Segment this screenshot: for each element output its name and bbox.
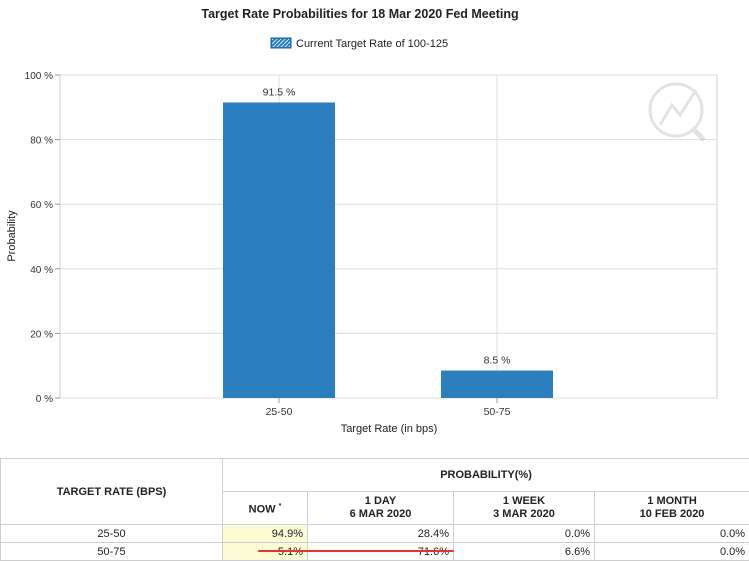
bar-chart: Target Rate Probabilities for 18 Mar 202… (6, 7, 718, 435)
target-rate-header: TARGET RATE (BPS) (0, 458, 223, 525)
probability-cell: 0.0% (593, 542, 749, 561)
y-tick-label: 40 % (30, 265, 53, 276)
column-header-line2: 6 MAR 2020 (349, 508, 412, 520)
rate-cell: 25-50 (0, 524, 223, 543)
y-tick-label: 20 % (30, 329, 53, 340)
probability-cell: 28.4% (307, 524, 454, 543)
gridlines (60, 74, 717, 399)
y-tick-label: 80 % (30, 136, 53, 147)
probability-table: TARGET RATE (BPS) PROBABILITY(%) NOW * 1 … (0, 458, 749, 561)
table-row: 50-755.1%71.6%6.6%0.0% (0, 542, 749, 561)
probability-table-area: TARGET RATE (BPS) PROBABILITY(%) NOW * 1 … (0, 458, 749, 562)
bar (441, 370, 553, 398)
column-header-line1: 1 DAY (364, 495, 397, 507)
chart-title: Target Rate Probabilities for 18 Mar 202… (201, 7, 518, 21)
table-row: 25-50 94.9% 28.4% 0.0% 0.0% (0, 524, 749, 543)
x-axis-ticks: 25-50 50-75 (266, 398, 511, 418)
column-header: 1 DAY 6 MAR 2020 (307, 491, 454, 525)
red-annotation-underline (258, 550, 454, 552)
column-header: 1 WEEK 3 MAR 2020 (453, 491, 595, 525)
legend-swatch-pattern (272, 39, 290, 47)
column-header-line2: 3 MAR 2020 (493, 508, 555, 520)
probability-cell: 6.6% (453, 542, 595, 561)
column-header-line2: 10 FEB 2020 (639, 508, 705, 520)
y-tick-label: 0 % (36, 394, 53, 405)
column-header: NOW * (222, 491, 308, 525)
y-axis-ticks: 0 % 20 % 40 % 60 % 80 % 100 % (25, 71, 60, 405)
column-header-footnote: * (278, 502, 282, 510)
bar-value-label: 91.5 % (263, 86, 296, 98)
chart-area: Target Rate Probabilities for 18 Mar 202… (6, 7, 718, 435)
bars: 91.5 % 8.5 % (223, 86, 553, 398)
bar-value-label: 8.5 % (484, 355, 511, 367)
column-header: 1 MONTH 10 FEB 2020 (593, 491, 749, 525)
plot-background (59, 74, 718, 399)
y-tick-label: 60 % (30, 200, 53, 211)
rate-cell: 50-75 (0, 542, 223, 561)
y-axis-label: Probability (6, 210, 18, 262)
x-tick-label: 50-75 (484, 406, 511, 418)
column-header-line1: 1 MONTH (647, 495, 697, 507)
column-header-line1: 1 WEEK (502, 495, 546, 507)
plot-frame (59, 74, 718, 399)
probability-cell: 0.0% (593, 524, 749, 543)
probability-header: PROBABILITY(%) (221, 458, 749, 492)
probability-cell: 94.9% (222, 524, 308, 543)
watermark-logo-icon (648, 82, 706, 142)
bar (223, 102, 335, 398)
legend-label: Current Target Rate of 100-125 (296, 38, 448, 50)
x-axis-label: Target Rate (in bps) (341, 423, 438, 435)
column-header-line1: NOW (248, 503, 276, 516)
y-tick-label: 100 % (25, 71, 53, 82)
x-tick-label: 25-50 (266, 406, 293, 418)
probability-cell: 0.0% (453, 524, 595, 543)
